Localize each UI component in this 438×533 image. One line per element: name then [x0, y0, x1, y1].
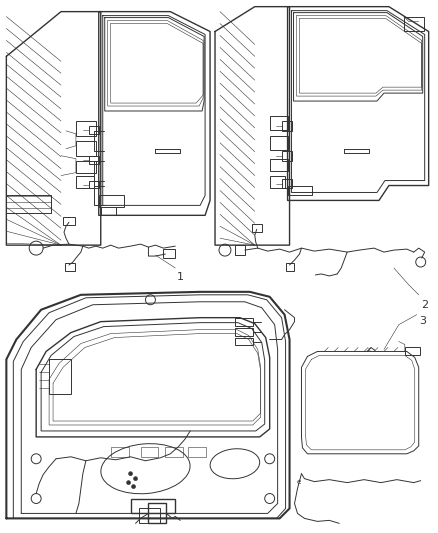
Bar [188, 447, 206, 457]
Circle shape [129, 472, 133, 475]
Bar [148, 504, 166, 523]
Bar [65, 263, 75, 271]
Text: 3: 3 [419, 316, 426, 326]
Bar [111, 447, 129, 457]
Bar [99, 196, 124, 207]
Bar [270, 136, 288, 150]
Bar [76, 141, 96, 156]
Circle shape [134, 477, 138, 481]
Bar [163, 249, 175, 258]
Bar [405, 348, 420, 356]
Bar [63, 217, 75, 225]
Bar [270, 175, 285, 188]
Bar [235, 328, 253, 336]
Text: z: z [368, 348, 371, 352]
Bar [286, 263, 293, 271]
Text: 2: 2 [421, 300, 428, 310]
Bar [165, 447, 183, 457]
Bar [235, 245, 245, 255]
Bar [7, 196, 51, 213]
Bar [131, 498, 175, 513]
Bar [89, 156, 99, 164]
Bar [76, 175, 94, 188]
Bar [141, 447, 159, 457]
Bar [270, 116, 288, 130]
Bar [288, 185, 312, 196]
Bar [76, 121, 96, 136]
Text: 1: 1 [177, 272, 184, 282]
Bar [282, 121, 292, 131]
Bar [282, 151, 292, 160]
Bar [235, 337, 253, 345]
Bar [76, 160, 96, 173]
Circle shape [131, 484, 135, 489]
Circle shape [127, 481, 131, 484]
Bar [235, 318, 253, 326]
Bar [138, 508, 160, 523]
Bar [404, 17, 424, 31]
Bar [282, 179, 292, 189]
Text: e: e [297, 479, 301, 484]
Bar [49, 359, 71, 394]
Bar [89, 181, 99, 189]
Bar [89, 126, 99, 134]
Bar [270, 159, 288, 171]
Bar [252, 224, 262, 232]
